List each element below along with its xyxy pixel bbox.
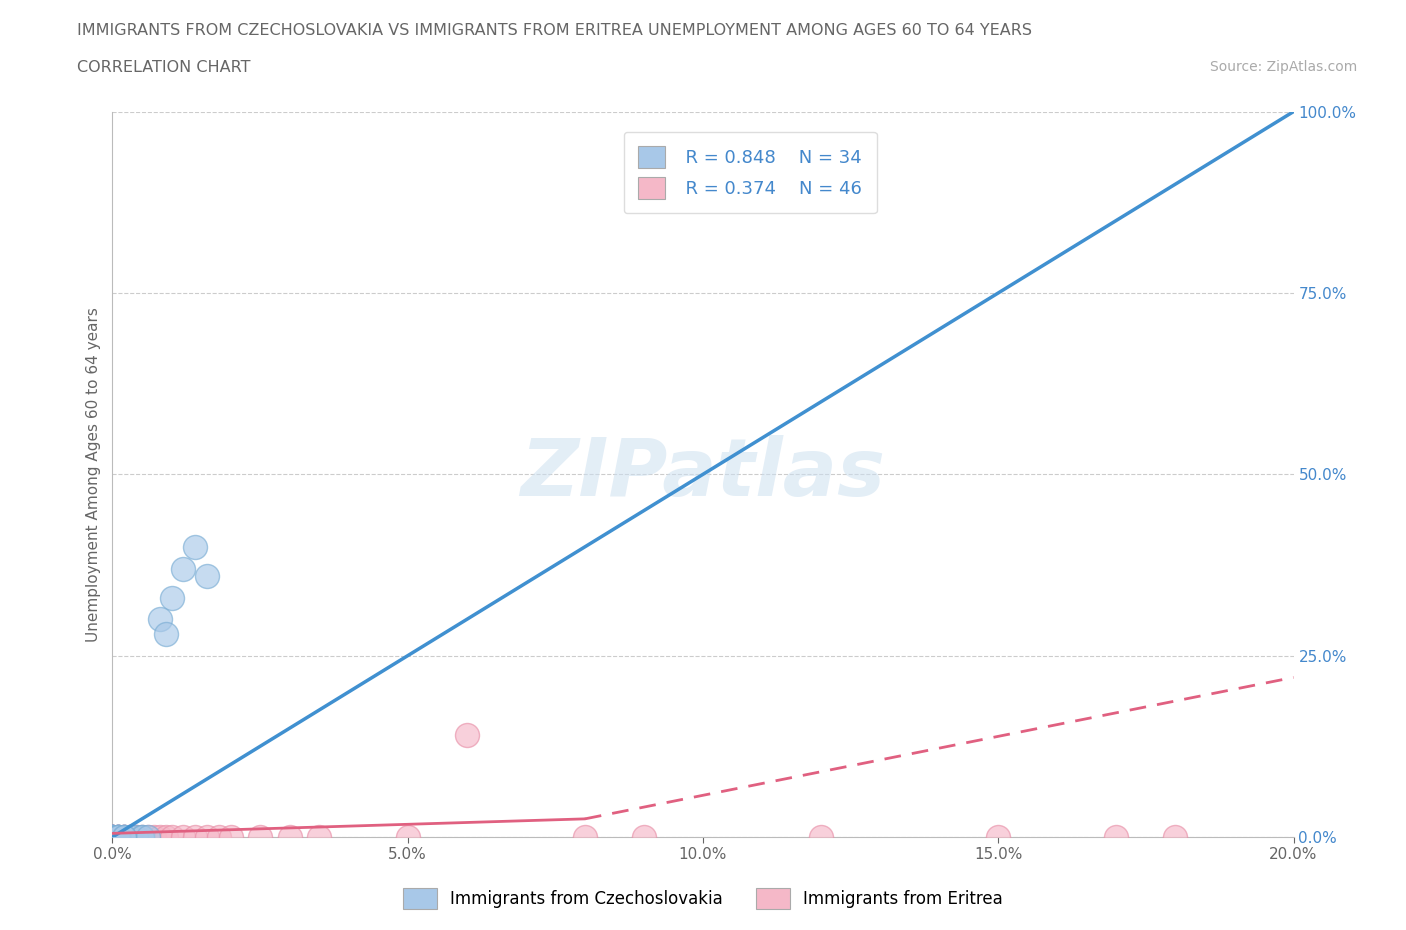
- Point: [308, 830, 330, 844]
- Point: [125, 830, 148, 844]
- Point: [208, 830, 231, 844]
- Point: [112, 830, 135, 844]
- Point: [1164, 830, 1187, 844]
- Point: [107, 830, 129, 844]
- Point: [249, 830, 271, 844]
- Point: [112, 830, 135, 844]
- Point: [219, 830, 242, 844]
- Point: [160, 591, 183, 605]
- Point: [101, 830, 124, 844]
- Legend:   R = 0.848    N = 34,   R = 0.374    N = 46: R = 0.848 N = 34, R = 0.374 N = 46: [624, 131, 877, 214]
- Point: [112, 830, 135, 844]
- Point: [101, 830, 124, 844]
- Point: [142, 830, 165, 844]
- Point: [125, 830, 148, 844]
- Point: [101, 830, 124, 844]
- Point: [184, 830, 207, 844]
- Point: [987, 830, 1010, 844]
- Point: [107, 830, 129, 844]
- Point: [101, 830, 124, 844]
- Point: [101, 830, 124, 844]
- Point: [107, 830, 129, 844]
- Text: ZIPatlas: ZIPatlas: [520, 435, 886, 513]
- Point: [112, 830, 135, 844]
- Point: [107, 830, 129, 844]
- Point: [131, 830, 153, 844]
- Point: [120, 830, 142, 844]
- Point: [101, 830, 124, 844]
- Point: [107, 830, 129, 844]
- Point: [101, 830, 124, 844]
- Point: [136, 830, 159, 844]
- Point: [155, 830, 177, 844]
- Point: [456, 728, 478, 743]
- Point: [101, 830, 124, 844]
- Point: [396, 830, 419, 844]
- Text: Source: ZipAtlas.com: Source: ZipAtlas.com: [1209, 60, 1357, 74]
- Point: [101, 830, 124, 844]
- Point: [633, 830, 655, 844]
- Legend: Immigrants from Czechoslovakia, Immigrants from Eritrea: Immigrants from Czechoslovakia, Immigran…: [395, 880, 1011, 917]
- Point: [195, 568, 218, 583]
- Point: [172, 561, 194, 576]
- Point: [107, 830, 129, 844]
- Point: [149, 612, 172, 627]
- Point: [120, 830, 142, 844]
- Point: [112, 830, 135, 844]
- Point: [125, 830, 148, 844]
- Point: [107, 830, 129, 844]
- Point: [107, 830, 129, 844]
- Point: [101, 830, 124, 844]
- Point: [810, 830, 832, 844]
- Point: [101, 830, 124, 844]
- Point: [131, 830, 153, 844]
- Point: [120, 830, 142, 844]
- Text: CORRELATION CHART: CORRELATION CHART: [77, 60, 250, 75]
- Point: [574, 830, 596, 844]
- Point: [136, 830, 159, 844]
- Point: [112, 830, 135, 844]
- Point: [112, 830, 135, 844]
- Point: [184, 539, 207, 554]
- Point: [107, 830, 129, 844]
- Point: [101, 830, 124, 844]
- Point: [112, 830, 135, 844]
- Point: [160, 830, 183, 844]
- Point: [112, 830, 135, 844]
- Point: [1105, 830, 1128, 844]
- Point: [101, 830, 124, 844]
- Point: [195, 830, 218, 844]
- Point: [107, 830, 129, 844]
- Point: [101, 830, 124, 844]
- Point: [101, 830, 124, 844]
- Text: IMMIGRANTS FROM CZECHOSLOVAKIA VS IMMIGRANTS FROM ERITREA UNEMPLOYMENT AMONG AGE: IMMIGRANTS FROM CZECHOSLOVAKIA VS IMMIGR…: [77, 23, 1032, 38]
- Point: [155, 627, 177, 642]
- Point: [101, 830, 124, 844]
- Point: [149, 830, 172, 844]
- Point: [278, 830, 301, 844]
- Point: [172, 830, 194, 844]
- Point: [107, 830, 129, 844]
- Point: [101, 830, 124, 844]
- Point: [120, 830, 142, 844]
- Y-axis label: Unemployment Among Ages 60 to 64 years: Unemployment Among Ages 60 to 64 years: [86, 307, 101, 642]
- Point: [101, 830, 124, 844]
- Point: [107, 830, 129, 844]
- Point: [131, 830, 153, 844]
